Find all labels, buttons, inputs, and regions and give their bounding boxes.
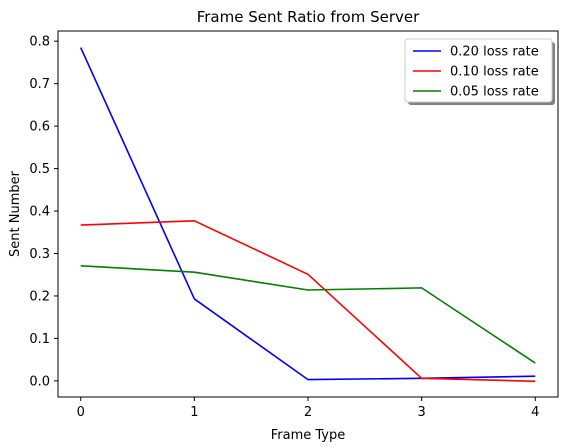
x-tick-label: 0 <box>77 405 85 420</box>
y-tick-label: 0.4 <box>29 205 50 220</box>
y-tick-label: 0.8 <box>29 35 50 50</box>
x-tick-label: 1 <box>190 405 198 420</box>
legend-label-0: 0.20 loss rate <box>450 45 539 60</box>
y-axis-label: Sent Number <box>8 170 23 257</box>
legend-box <box>404 38 553 103</box>
series-lines <box>79 47 536 383</box>
series-line-0 <box>79 47 536 381</box>
x-axis-label: Frame Type <box>271 428 346 443</box>
chart-title: Frame Sent Ratio from Server <box>197 8 420 26</box>
y-tick-label: 0.6 <box>29 120 50 135</box>
y-tick-label: 0.2 <box>29 289 50 304</box>
axes-frame <box>57 30 559 398</box>
series-line-1 <box>80 219 536 383</box>
y-tick-label: 0.5 <box>29 162 50 177</box>
x-tick-label: 2 <box>304 405 312 420</box>
y-tick-label: 0.3 <box>29 247 50 262</box>
legend-label-2: 0.05 loss rate <box>450 85 539 100</box>
x-tick-label: 4 <box>531 405 539 420</box>
legend-label-1: 0.10 loss rate <box>450 65 539 80</box>
y-tick-label: 0.0 <box>29 374 50 389</box>
y-tick-label: 0.7 <box>29 77 50 92</box>
axis-ticks: 0 1 2 3 4 0.0 0.1 0.2 0.3 0.4 0.5 0.6 0.7 0.8 <box>29 35 539 420</box>
x-tick-label: 3 <box>417 405 425 420</box>
legend: 0.20 loss rate 0.10 loss rate 0.05 loss ra… <box>404 38 555 105</box>
y-tick-label: 0.1 <box>29 332 50 347</box>
series-line-2 <box>80 265 536 364</box>
